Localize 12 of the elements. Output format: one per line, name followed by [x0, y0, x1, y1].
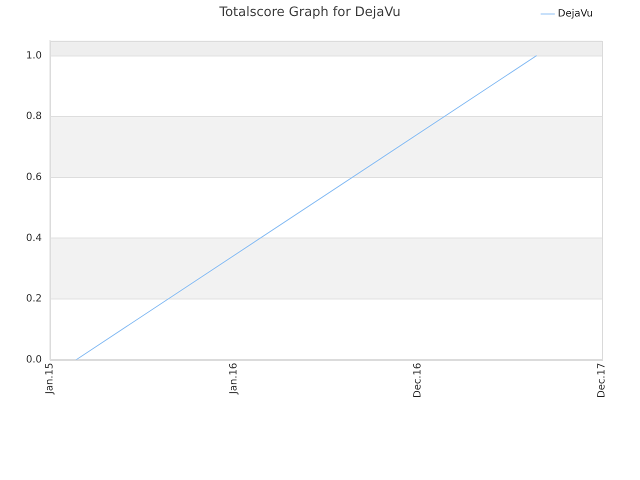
x-tick-label: Jan.16 — [228, 362, 240, 396]
y-tick-label: 0.6 — [26, 172, 42, 183]
y-tick-label: 0.8 — [26, 111, 42, 122]
y-tick-label: 0.2 — [26, 294, 42, 305]
legend-label: DejaVu — [558, 8, 594, 20]
x-tick-label: Dec.17 — [596, 362, 608, 398]
y-tick-label: 0.4 — [26, 232, 42, 244]
y-tick-label: 1.0 — [26, 50, 42, 62]
chart-title: Totalscore Graph for DejaVu — [218, 5, 401, 20]
y-tick-label: 0.0 — [26, 354, 42, 366]
x-tick-label: Jan.15 — [44, 362, 56, 396]
x-tick-label: Dec.16 — [412, 362, 424, 398]
